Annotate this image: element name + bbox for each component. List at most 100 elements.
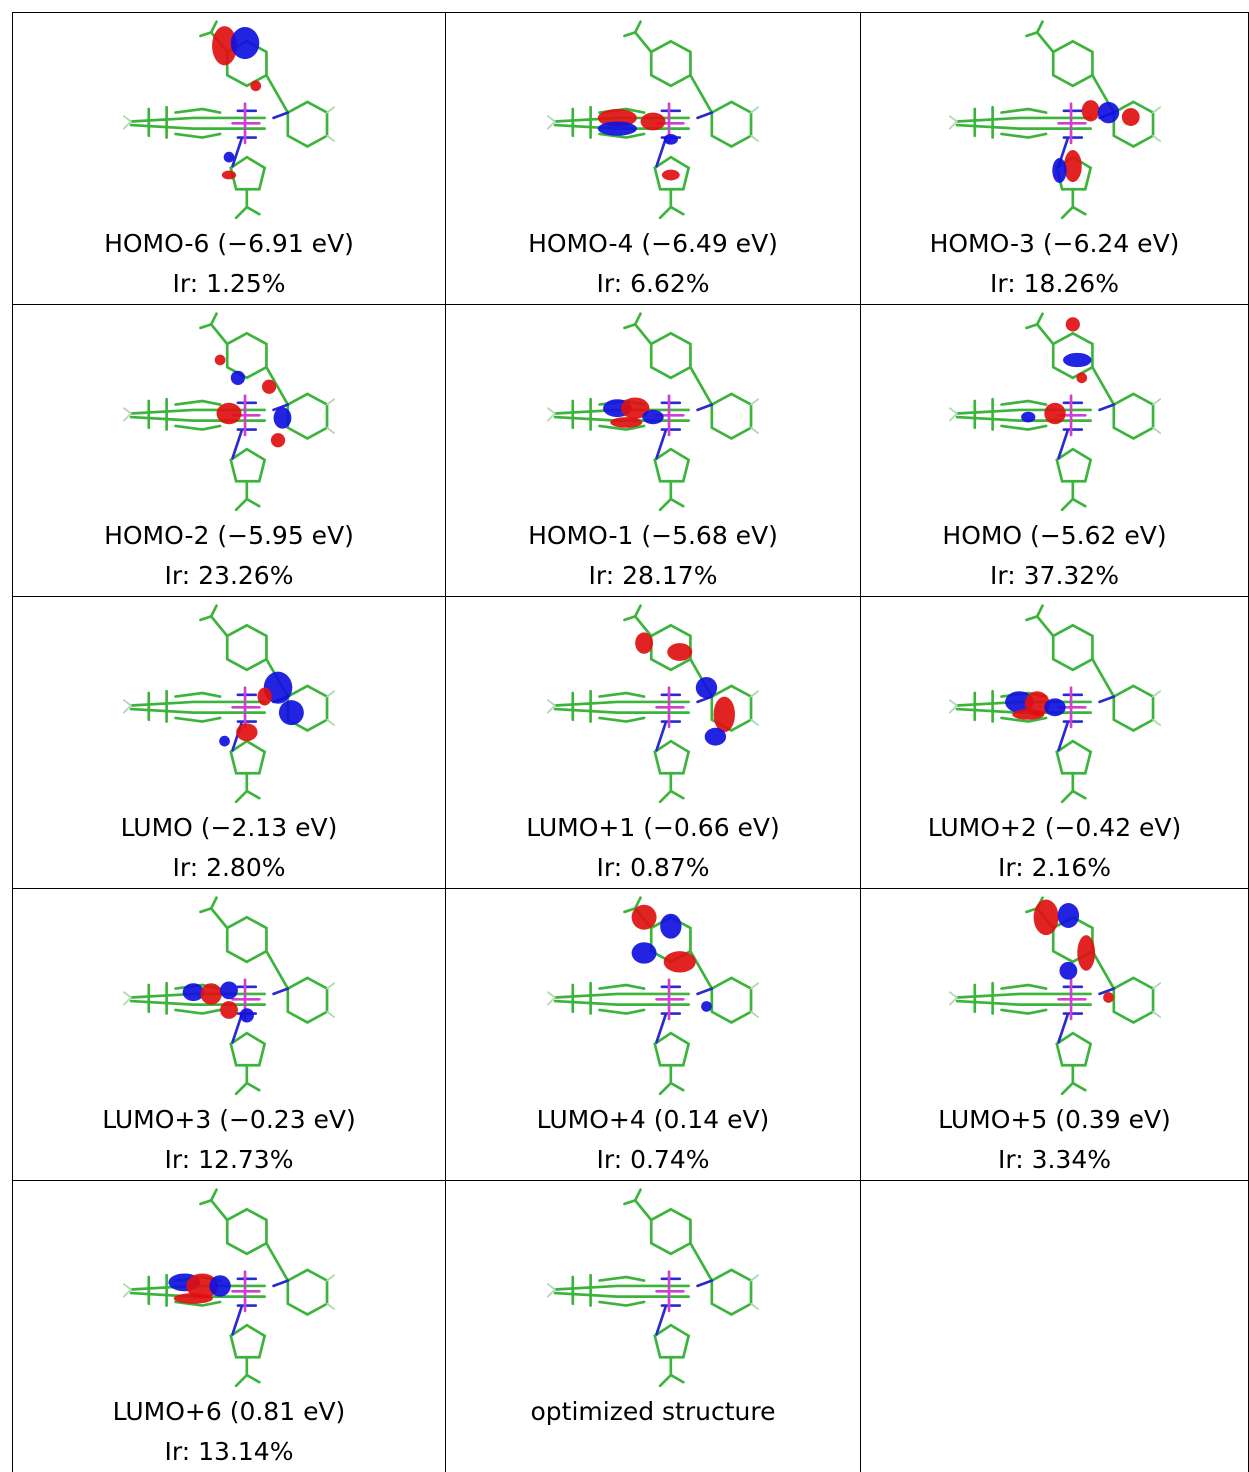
orbital-lobe bbox=[1121, 108, 1139, 126]
table-cell: LUMO+5 (0.39 eV)Ir: 3.34% bbox=[861, 889, 1249, 1181]
orbital-lobe bbox=[224, 152, 235, 163]
table-cell: HOMO-6 (−6.91 eV)Ir: 1.25% bbox=[13, 13, 446, 305]
ir-contribution: Ir: 28.17% bbox=[446, 556, 860, 596]
orbital-table: HOMO-6 (−6.91 eV)Ir: 1.25%HOMO-4 (−6.49 … bbox=[12, 12, 1249, 1472]
table-cell: HOMO (−5.62 eV)Ir: 37.32% bbox=[861, 305, 1249, 597]
orbital-lobe bbox=[250, 81, 261, 92]
orbital-lobe bbox=[662, 170, 680, 181]
molecule-image bbox=[109, 19, 349, 224]
orbital-label: LUMO (−2.13 eV) bbox=[13, 808, 445, 848]
orbital-lobe bbox=[219, 736, 230, 747]
orbital-lobe bbox=[610, 417, 642, 428]
table-cell bbox=[861, 1181, 1249, 1472]
orbital-lobe bbox=[1103, 992, 1114, 1003]
ir-contribution: Ir: 0.87% bbox=[446, 848, 860, 888]
ir-contribution: Ir: 2.80% bbox=[13, 848, 445, 888]
orbital-label: HOMO-4 (−6.49 eV) bbox=[446, 224, 860, 264]
orbital-lobe bbox=[696, 677, 717, 698]
orbital-label: LUMO+2 (−0.42 eV) bbox=[861, 808, 1248, 848]
orbital-label: LUMO+4 (0.14 eV) bbox=[446, 1100, 860, 1140]
orbital-label: LUMO+3 (−0.23 eV) bbox=[13, 1100, 445, 1140]
orbital-lobe bbox=[664, 134, 678, 145]
orbital-lobe bbox=[641, 113, 666, 131]
page: {"table": {"rows": [ [{"label": "HOMO-6 … bbox=[0, 0, 1249, 1464]
molecule-image bbox=[109, 311, 349, 516]
ir-contribution: Ir: 6.62% bbox=[446, 264, 860, 304]
orbital-lobe bbox=[1044, 698, 1065, 716]
orbital-label: HOMO-1 (−5.68 eV) bbox=[446, 516, 860, 556]
orbital-lobe bbox=[236, 723, 257, 741]
molecule-image bbox=[533, 19, 773, 224]
orbital-lobe bbox=[215, 355, 226, 366]
orbital-lobe bbox=[667, 643, 692, 661]
orbital-lobe bbox=[1044, 403, 1065, 424]
ir-contribution: Ir: 3.34% bbox=[861, 1140, 1248, 1180]
orbital-label: HOMO (−5.62 eV) bbox=[861, 516, 1248, 556]
orbital-lobe bbox=[200, 983, 221, 1004]
table-cell: LUMO (−2.13 eV)Ir: 2.80% bbox=[13, 597, 446, 889]
orbital-lobe bbox=[1059, 962, 1077, 980]
orbital-lobe bbox=[642, 410, 663, 424]
table-row: LUMO+6 (0.81 eV)Ir: 13.14%optimized stru… bbox=[13, 1181, 1249, 1472]
orbital-lobe bbox=[598, 122, 637, 136]
table-row: LUMO (−2.13 eV)Ir: 2.80%LUMO+1 (−0.66 eV… bbox=[13, 597, 1249, 889]
table-cell: LUMO+1 (−0.66 eV)Ir: 0.87% bbox=[446, 597, 861, 889]
ir-contribution: Ir: 0.74% bbox=[446, 1140, 860, 1180]
orbital-lobe bbox=[231, 371, 245, 385]
table-cell: HOMO-2 (−5.95 eV)Ir: 23.26% bbox=[13, 305, 446, 597]
molecule-image bbox=[935, 895, 1175, 1100]
table-cell: HOMO-1 (−5.68 eV)Ir: 28.17% bbox=[446, 305, 861, 597]
molecule-image bbox=[533, 603, 773, 808]
orbital-lobe bbox=[1021, 412, 1035, 423]
table-cell: LUMO+4 (0.14 eV)Ir: 0.74% bbox=[446, 889, 861, 1181]
orbital-lobe bbox=[1077, 935, 1095, 971]
ir-contribution: Ir: 2.16% bbox=[861, 848, 1248, 888]
orbital-lobe bbox=[705, 728, 726, 746]
orbital-lobe bbox=[262, 380, 276, 394]
table-cell: optimized structure bbox=[446, 1181, 861, 1472]
table-cell: LUMO+2 (−0.42 eV)Ir: 2.16% bbox=[861, 597, 1249, 889]
orbital-lobe bbox=[660, 914, 681, 939]
orbital-lobe bbox=[1063, 353, 1092, 367]
ir-contribution: Ir: 18.26% bbox=[861, 264, 1248, 304]
molecule-image bbox=[109, 603, 349, 808]
orbital-lobe bbox=[1057, 903, 1078, 928]
orbital-label: LUMO+6 (0.81 eV) bbox=[13, 1392, 445, 1432]
orbital-lobe bbox=[635, 632, 653, 653]
molecule-image bbox=[533, 895, 773, 1100]
table-row: HOMO-6 (−6.91 eV)Ir: 1.25%HOMO-4 (−6.49 … bbox=[13, 13, 1249, 305]
orbital-lobe bbox=[220, 981, 238, 999]
table-cell: HOMO-3 (−6.24 eV)Ir: 18.26% bbox=[861, 13, 1249, 305]
orbital-label: optimized structure bbox=[446, 1392, 860, 1432]
orbital-label: HOMO-3 (−6.24 eV) bbox=[861, 224, 1248, 264]
orbital-lobe bbox=[701, 1001, 712, 1012]
orbital-lobe bbox=[258, 688, 272, 706]
orbital-lobe bbox=[1033, 899, 1058, 935]
orbital-lobe bbox=[714, 697, 735, 733]
molecule-image bbox=[935, 19, 1175, 224]
ir-contribution: Ir: 23.26% bbox=[13, 556, 445, 596]
orbital-label: HOMO-6 (−6.91 eV) bbox=[13, 224, 445, 264]
table-cell: LUMO+3 (−0.23 eV)Ir: 12.73% bbox=[13, 889, 446, 1181]
orbital-lobe bbox=[274, 407, 292, 428]
ir-contribution: Ir: 12.73% bbox=[13, 1140, 445, 1180]
orbital-lobe bbox=[1012, 709, 1044, 720]
orbital-lobe bbox=[279, 700, 304, 725]
orbital-lobe bbox=[632, 905, 657, 930]
orbital-lobe bbox=[1097, 102, 1118, 123]
orbital-lobe bbox=[220, 1001, 238, 1019]
molecule-image bbox=[533, 311, 773, 516]
orbital-lobe bbox=[209, 1275, 230, 1296]
molecule-image bbox=[533, 1187, 773, 1392]
molecule-image bbox=[109, 895, 349, 1100]
orbital-lobe bbox=[240, 1008, 254, 1022]
orbital-lobe bbox=[271, 433, 285, 447]
orbital-lobe bbox=[1081, 100, 1099, 121]
orbital-lobe bbox=[222, 171, 236, 180]
molecule-image bbox=[109, 1187, 349, 1392]
orbital-label: HOMO-2 (−5.95 eV) bbox=[13, 516, 445, 556]
orbital-lobe bbox=[174, 1293, 213, 1304]
orbital-lobe bbox=[231, 27, 260, 59]
table-row: HOMO-2 (−5.95 eV)Ir: 23.26%HOMO-1 (−5.68… bbox=[13, 305, 1249, 597]
ir-contribution: Ir: 1.25% bbox=[13, 264, 445, 304]
